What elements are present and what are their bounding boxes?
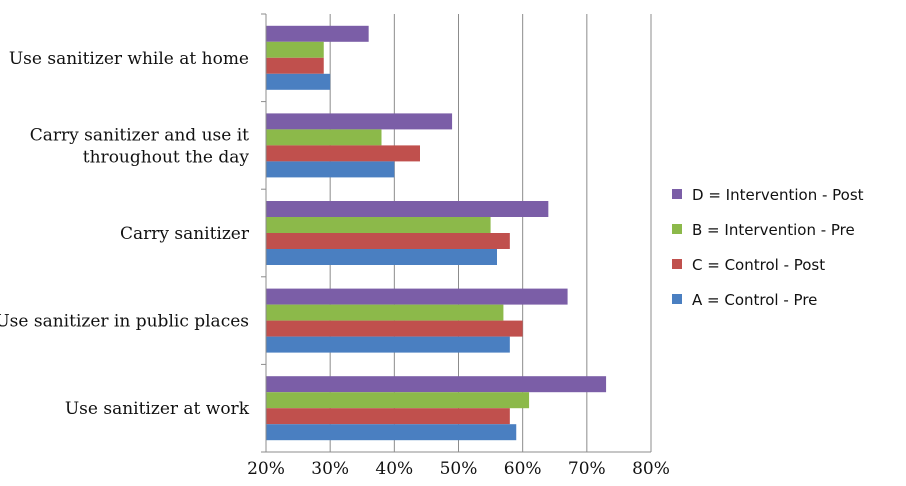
legend-label: A = Control - Pre <box>692 291 817 309</box>
category-label: Use sanitizer while at home <box>9 49 249 69</box>
legend-swatch <box>672 224 682 234</box>
x-tick-label: 60% <box>504 459 542 479</box>
legend-swatch <box>672 189 682 199</box>
bar <box>266 161 395 178</box>
bar <box>266 201 549 217</box>
x-tick-labels: 20% 30% 40% 50% 60% 70% 80% <box>247 459 670 479</box>
x-tick-label: 40% <box>375 459 413 479</box>
bar <box>266 392 530 409</box>
legend-swatch <box>672 294 682 304</box>
x-tick-label: 20% <box>247 459 285 479</box>
x-tick-label: 50% <box>440 459 478 479</box>
bar <box>266 41 324 58</box>
bar <box>266 408 510 425</box>
legend: D = Intervention - Post B = Intervention … <box>672 186 864 309</box>
bar <box>266 288 568 305</box>
bar <box>266 73 331 90</box>
bar <box>266 376 607 393</box>
legend-swatch <box>672 259 682 269</box>
x-tick-label: 70% <box>568 459 606 479</box>
bar <box>266 113 453 130</box>
bars <box>266 25 607 441</box>
x-tick-label: 30% <box>311 459 349 479</box>
category-labels: Use sanitizer while at home Carry sanitiz… <box>0 49 250 419</box>
category-label: Carry sanitizer <box>120 224 250 244</box>
bar <box>266 304 504 321</box>
bar <box>266 129 382 146</box>
axes <box>261 13 651 453</box>
bar <box>266 145 420 162</box>
category-label: Use sanitizer in public places <box>0 312 249 332</box>
bar <box>266 25 369 42</box>
bar <box>266 233 510 249</box>
legend-label: D = Intervention - Post <box>692 186 864 204</box>
bar <box>266 424 517 441</box>
category-label: Carry sanitizer and use it throughout the… <box>30 125 250 167</box>
legend-label: C = Control - Post <box>692 256 825 274</box>
bar <box>266 217 491 233</box>
bar <box>266 336 510 353</box>
x-tick-label: 80% <box>632 459 670 479</box>
bar <box>266 320 523 337</box>
bar <box>266 249 497 265</box>
bar <box>266 57 324 74</box>
category-label: Use sanitizer at work <box>65 399 250 419</box>
legend-label: B = Intervention - Pre <box>692 221 855 239</box>
